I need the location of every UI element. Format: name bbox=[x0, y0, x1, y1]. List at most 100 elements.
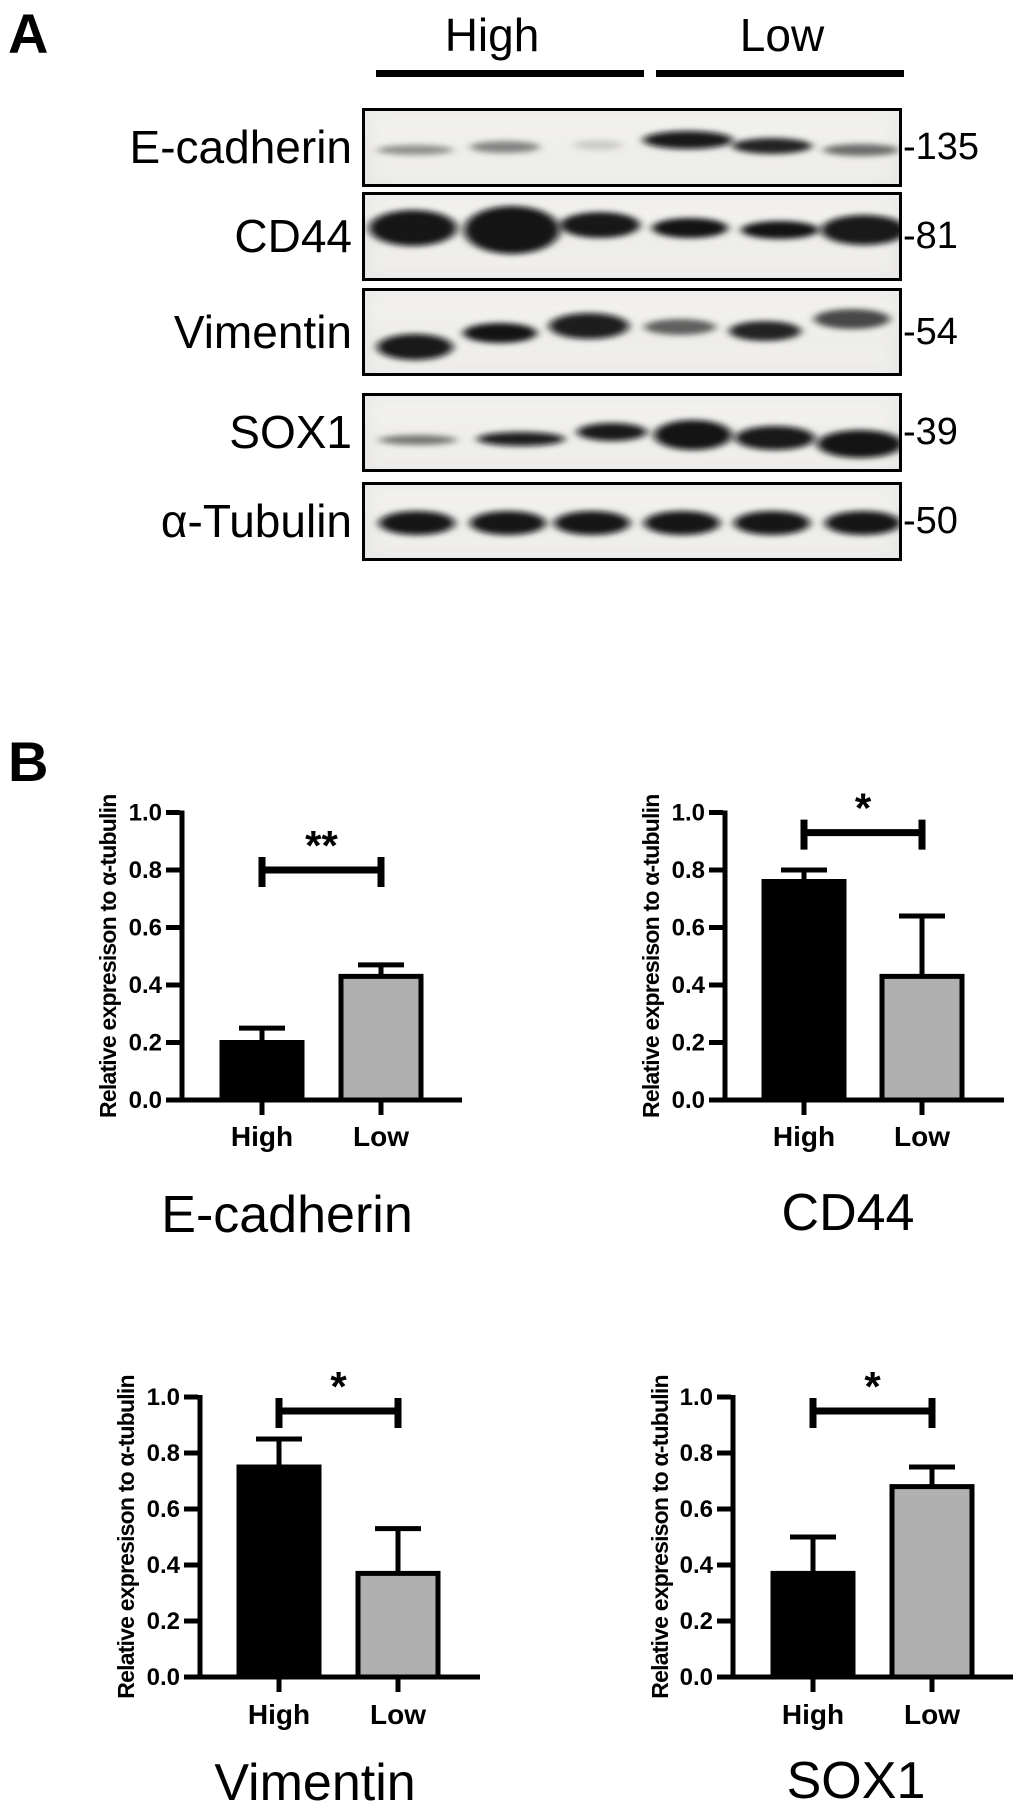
group-header-low: Low bbox=[739, 9, 825, 61]
chart-sox1-category-label: Low bbox=[904, 1699, 960, 1730]
chart-vimentin-y-tick-label: 0.2 bbox=[147, 1608, 180, 1635]
chart-vimentin-y-tick-label: 0.8 bbox=[147, 1440, 180, 1467]
blot-band bbox=[825, 511, 899, 535]
chart-vimentin-category-label: Low bbox=[370, 1699, 426, 1730]
chart-cd44-y-tick-label: 0.8 bbox=[672, 857, 705, 884]
mw-marker-sox1: -39 bbox=[903, 411, 958, 453]
mw-marker-tubulin: -50 bbox=[903, 500, 958, 542]
blot-label-tubulin: α-Tubulin bbox=[160, 495, 352, 547]
group-underline-low bbox=[656, 70, 904, 77]
blot-band bbox=[477, 432, 565, 446]
blot-band bbox=[643, 131, 733, 149]
chart-sox1-y-tick-label: 0.0 bbox=[680, 1664, 713, 1691]
blot-box-e-cadherin bbox=[362, 108, 902, 187]
chart-sox1-y-axis-label: Relative expresison to α-tubulin bbox=[647, 1375, 673, 1698]
chart-sox1-y-tick-label: 0.4 bbox=[680, 1552, 714, 1579]
blot-label-e-cadherin: E-cadherin bbox=[129, 121, 352, 173]
chart-e-cadherin-y-tick-label: 0.8 bbox=[129, 857, 162, 884]
chart-cd44-title: CD44 bbox=[782, 1184, 915, 1242]
blot-label-cd44: CD44 bbox=[234, 210, 352, 262]
chart-sox1-y-tick-label: 0.6 bbox=[680, 1496, 713, 1523]
chart-cd44-bar-high bbox=[761, 879, 847, 1103]
chart-sox1-y-tick-label: 1.0 bbox=[680, 1384, 713, 1411]
blot-image-cd44 bbox=[369, 206, 899, 254]
blot-image-sox1 bbox=[379, 420, 899, 458]
chart-cd44-y-tick-label: 0.0 bbox=[672, 1087, 705, 1114]
chart-sox1-y-tick-label: 0.8 bbox=[680, 1440, 713, 1467]
chart-sox1-sig-label: * bbox=[864, 1363, 881, 1410]
chart-vimentin-bar-low bbox=[355, 1570, 441, 1680]
blot-band bbox=[379, 511, 455, 535]
chart-e-cadherin-category-label: High bbox=[231, 1121, 293, 1152]
blot-band bbox=[464, 206, 560, 254]
chart-sox1: 0.0 0.2 0.4 0.6 0.8 1.0 High Low * Relative expre… bbox=[647, 1363, 1013, 1806]
chart-vimentin-title: Vimentin bbox=[214, 1754, 415, 1806]
chart-cd44-bar-low bbox=[879, 973, 965, 1103]
chart-cd44-category-label: Low bbox=[894, 1121, 950, 1152]
chart-vimentin: 0.0 0.2 0.4 0.6 0.8 1.0 High Low * Relative expre… bbox=[113, 1363, 480, 1806]
blot-band bbox=[577, 423, 647, 441]
chart-e-cadherin-y-axis-label: Relative expresison to α-tubulin bbox=[95, 795, 121, 1118]
group-underline-high bbox=[376, 70, 644, 77]
blot-band bbox=[377, 334, 453, 360]
blot-band bbox=[369, 210, 457, 246]
chart-e-cadherin-y-tick-label: 1.0 bbox=[129, 800, 162, 827]
chart-vimentin-y-tick-label: 0.0 bbox=[147, 1664, 180, 1691]
blot-band bbox=[817, 430, 899, 458]
chart-cd44-y-tick-label: 0.6 bbox=[672, 915, 705, 942]
chart-sox1-bar-low bbox=[889, 1484, 975, 1680]
chart-vimentin-y-tick-label: 0.4 bbox=[147, 1552, 181, 1579]
chart-e-cadherin-sig-label: ** bbox=[305, 822, 338, 869]
blot-band bbox=[814, 309, 890, 329]
blot-band bbox=[554, 511, 630, 535]
panel-a-label: A bbox=[8, 2, 49, 65]
mw-marker-vimentin: -54 bbox=[903, 311, 958, 353]
blot-band bbox=[654, 420, 732, 450]
blot-band bbox=[652, 218, 728, 238]
blot-band bbox=[644, 511, 720, 535]
chart-e-cadherin-y-tick-label: 0.0 bbox=[129, 1087, 162, 1114]
chart-e-cadherin-title: E-cadherin bbox=[161, 1186, 412, 1244]
chart-cd44-y-tick-label: 0.2 bbox=[672, 1030, 705, 1057]
blot-band bbox=[729, 321, 801, 341]
blot-box-cd44 bbox=[362, 192, 902, 281]
chart-e-cadherin-category-label: Low bbox=[353, 1121, 409, 1152]
chart-vimentin-bar-high bbox=[236, 1464, 322, 1680]
mw-marker-e-cadherin: -135 bbox=[903, 126, 980, 168]
blot-band bbox=[463, 323, 537, 343]
chart-sox1-y-tick-label: 0.2 bbox=[680, 1608, 713, 1635]
chart-e-cadherin: 0.0 0.2 0.4 0.6 0.8 1.0 High Low ** Relative expr… bbox=[95, 795, 462, 1244]
blot-band bbox=[741, 221, 819, 239]
chart-vimentin-y-tick-label: 0.6 bbox=[147, 1496, 180, 1523]
blot-band bbox=[732, 138, 812, 154]
chart-cd44-category-label: High bbox=[773, 1121, 835, 1152]
blot-band bbox=[379, 435, 457, 445]
chart-cd44-y-tick-label: 0.4 bbox=[672, 972, 706, 999]
chart-sox1-title: SOX1 bbox=[787, 1752, 926, 1806]
blot-image-vimentin bbox=[377, 309, 890, 360]
chart-cd44-y-tick-label: 1.0 bbox=[672, 800, 705, 827]
blot-box-vimentin bbox=[362, 288, 902, 376]
blot-band bbox=[734, 511, 810, 535]
blot-image-e-cadherin bbox=[377, 131, 899, 156]
blot-box-sox1 bbox=[362, 393, 902, 472]
blot-box-tubulin bbox=[362, 482, 902, 561]
group-header-high: High bbox=[444, 9, 540, 61]
chart-e-cadherin-y-tick-label: 0.6 bbox=[129, 915, 162, 942]
chart-vimentin-y-axis-label: Relative expresison to α-tubulin bbox=[113, 1375, 139, 1698]
chart-e-cadherin-bar-low bbox=[338, 973, 424, 1103]
chart-e-cadherin-y-tick-label: 0.2 bbox=[129, 1030, 162, 1057]
blot-band bbox=[377, 145, 453, 155]
chart-vimentin-y-tick-label: 1.0 bbox=[147, 1384, 180, 1411]
chart-cd44-sig-label: * bbox=[855, 785, 872, 832]
blot-band bbox=[735, 426, 815, 450]
blot-label-sox1: SOX1 bbox=[229, 406, 352, 458]
blot-image-tubulin bbox=[379, 511, 899, 535]
panel-b-label: B bbox=[8, 730, 49, 793]
mw-marker-cd44: -81 bbox=[903, 215, 958, 257]
chart-vimentin-sig-label: * bbox=[330, 1363, 347, 1410]
blot-band bbox=[573, 140, 623, 150]
chart-e-cadherin-y-tick-label: 0.4 bbox=[129, 972, 163, 999]
